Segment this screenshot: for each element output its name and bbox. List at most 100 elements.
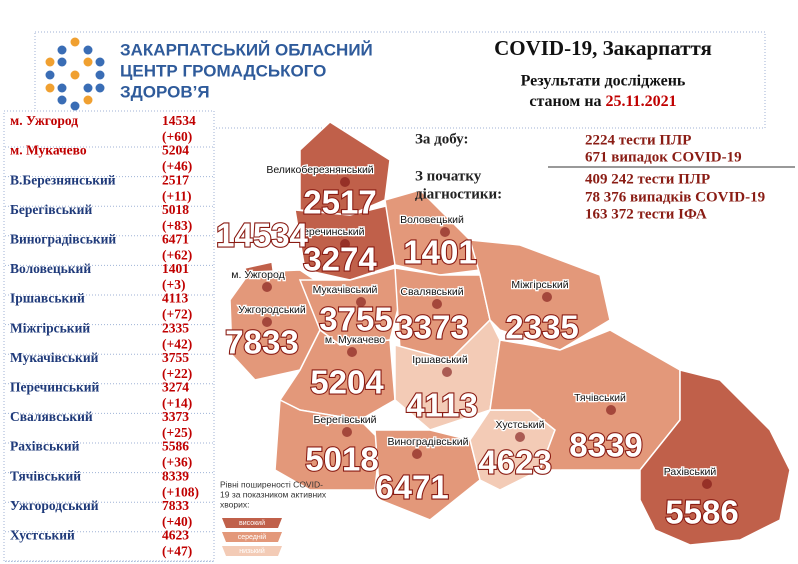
- district-label: Свалявський: [400, 286, 463, 298]
- total: 4113: [162, 291, 189, 306]
- total: 6471: [162, 231, 189, 246]
- legend: Рівні поширеності COVID-19 за показником…: [220, 479, 327, 556]
- hotspot: [515, 432, 525, 442]
- delta: (+11): [162, 188, 191, 203]
- district-value: 6471: [375, 469, 448, 506]
- hotspot: [356, 297, 366, 307]
- hotspot: [440, 227, 450, 237]
- total: 3274: [162, 379, 189, 394]
- legend-swatch: [222, 532, 282, 542]
- date: 25.11.2021: [606, 93, 677, 110]
- date-line: станом на 25.11.2021: [529, 93, 676, 110]
- delta: (+47): [162, 543, 192, 558]
- logo: [45, 37, 105, 111]
- district-value: 3755: [319, 301, 392, 338]
- hotspot: [262, 282, 272, 292]
- district-name: В.Березнянський: [10, 172, 116, 187]
- district-value: 4623: [478, 444, 551, 481]
- hotspot: [342, 427, 352, 437]
- district-area: [489, 329, 681, 471]
- district-label: Виноградівський: [388, 436, 469, 448]
- logo-dot: [83, 95, 93, 105]
- title: COVID-19, Закарпаття: [494, 36, 712, 60]
- legend-title: 19 за показником активних: [220, 489, 327, 499]
- logo-dot: [95, 57, 105, 67]
- district-name: Рахівський: [10, 439, 80, 454]
- district-name: Воловецький: [10, 261, 91, 276]
- logo-dot: [95, 83, 105, 93]
- total: 4623: [162, 527, 189, 542]
- hotspot: [340, 177, 350, 187]
- district-name: Ужгородський: [10, 498, 99, 513]
- district-label: Хустський: [496, 419, 545, 431]
- district-value: 8339: [569, 427, 642, 464]
- legend-swatch: [222, 518, 282, 528]
- district-area: [639, 369, 791, 546]
- legend-title: хворих:: [220, 499, 249, 509]
- delta: (+40): [162, 514, 192, 529]
- total: 2517: [162, 172, 189, 187]
- org-name: ЗАКАРПАТСЬКИЙ ОБЛАСНИЙ: [120, 40, 373, 59]
- district-label: Воловецький: [400, 214, 464, 226]
- total: 3373: [162, 409, 189, 424]
- total: 5018: [162, 202, 189, 217]
- delta: (+46): [162, 159, 192, 174]
- logo-dot: [83, 83, 93, 93]
- district-name: Мукачівський: [10, 350, 99, 365]
- total: 14534: [162, 113, 196, 128]
- hotspot: [542, 292, 552, 302]
- district-value: 5586: [665, 494, 738, 531]
- district-name: Перечинський: [10, 379, 100, 394]
- table: м. Ужгород 14534(+60) м. Мукачево 5204(+46)…: [5, 113, 213, 562]
- delta: (+42): [162, 336, 192, 351]
- delta: (+108): [162, 484, 199, 499]
- district-value: 2335: [505, 309, 578, 346]
- hotspot: [432, 299, 442, 309]
- date-prefix: станом на: [529, 93, 601, 110]
- logo-dot: [83, 57, 93, 67]
- total: 2335: [162, 320, 189, 335]
- logo-dot: [57, 57, 67, 67]
- hotspot: [262, 317, 272, 327]
- stat-line: 163 372 тести ІФА: [585, 206, 707, 222]
- district-value: 3373: [395, 309, 468, 346]
- district-value: 5204: [310, 364, 384, 401]
- district-name: Хустський: [10, 527, 75, 542]
- total: 5204: [162, 143, 189, 158]
- hotspot: [702, 479, 712, 489]
- district-name: Виноградівський: [10, 231, 116, 246]
- legend-label: високий: [239, 519, 265, 527]
- district-name: Іршавський: [10, 291, 85, 306]
- district-value: 1401: [403, 234, 476, 271]
- logo-dot: [57, 83, 67, 93]
- legend-label: середній: [238, 533, 267, 541]
- total-label: З початку: [415, 168, 482, 184]
- org-name: ЗДОРОВ’Я: [120, 82, 210, 101]
- legend-label: низький: [239, 547, 265, 555]
- logo-dot: [57, 45, 67, 55]
- total: 7833: [162, 498, 189, 513]
- district-name: Свалявський: [10, 409, 93, 424]
- district-label: м. Ужгород: [231, 269, 284, 281]
- district-label: Рахівський: [664, 466, 717, 478]
- district-value: 5018: [305, 441, 378, 478]
- district-value: 2517: [303, 184, 376, 221]
- total: 5586: [162, 439, 189, 454]
- district-label: Мукачівський: [313, 284, 378, 296]
- total-label: діагностики:: [415, 186, 502, 202]
- delta: (+3): [162, 277, 185, 292]
- logo-dot: [70, 70, 80, 80]
- delta: (+72): [162, 307, 192, 322]
- table-frame: [3, 110, 215, 562]
- delta: (+83): [162, 218, 192, 233]
- district-label: м. Мукачево: [325, 334, 385, 346]
- logo-dot: [45, 83, 55, 93]
- district-value: 3274: [303, 241, 377, 278]
- district-value: 4113: [406, 387, 478, 424]
- legend-swatch: [222, 546, 282, 556]
- delta: (+36): [162, 455, 192, 470]
- stat-line: 409 242 тести ПЛР: [585, 171, 710, 187]
- district-label: Перечинський: [296, 226, 365, 238]
